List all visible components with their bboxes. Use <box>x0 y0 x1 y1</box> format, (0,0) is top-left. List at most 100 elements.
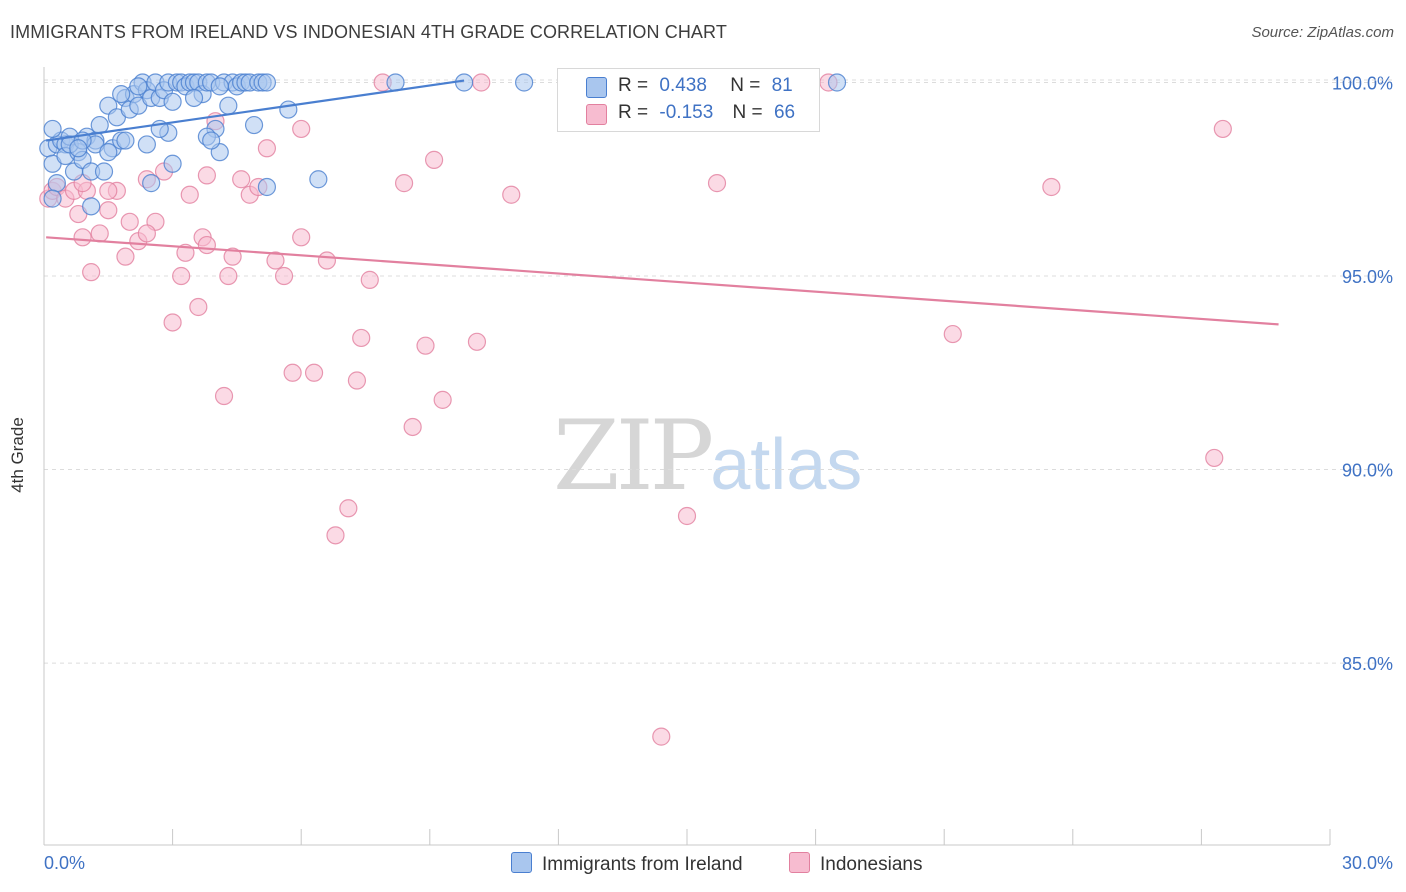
watermark-zip: ZIP <box>553 400 714 512</box>
indonesian-point <box>120 212 139 231</box>
legend-r-label: R = <box>618 75 649 96</box>
legend-r-value: 0.438 <box>659 75 707 96</box>
indonesian-point <box>172 266 191 286</box>
indonesian-point <box>339 499 358 518</box>
indonesian-point <box>304 363 324 382</box>
indonesian-point <box>197 235 216 255</box>
ireland-point <box>47 174 66 193</box>
bottom-legend-indonesians: Indonesians <box>789 852 922 876</box>
indonesian-point <box>352 328 371 348</box>
indonesian-point <box>467 332 487 351</box>
indonesian-point <box>1205 448 1224 468</box>
ireland-point <box>163 154 182 173</box>
indonesian-point <box>326 526 345 545</box>
y-tick-label: 85.0% <box>1342 654 1393 674</box>
indonesian-point <box>1042 177 1061 197</box>
x-tick-label-max: 30.0% <box>1342 853 1393 873</box>
indonesian-point <box>223 247 242 266</box>
legend-r-value: -0.153 <box>659 102 714 123</box>
source-label: Source: ZipAtlas.com <box>1251 24 1394 41</box>
indonesian-point <box>90 224 109 243</box>
ireland-point <box>94 162 114 181</box>
indonesian-point <box>292 228 311 247</box>
ireland-point <box>43 119 62 139</box>
indonesian-point <box>360 270 379 289</box>
legend-swatch-indonesians <box>586 104 607 125</box>
watermark: ZIPatlas <box>553 400 862 512</box>
indonesian-point <box>943 324 962 344</box>
ireland-point <box>129 77 148 96</box>
indonesian-point <box>82 263 101 282</box>
indonesian-point <box>232 170 251 189</box>
ireland-point <box>515 73 534 92</box>
indonesian-point <box>403 417 422 437</box>
indonesian-point <box>163 313 182 332</box>
indonesian-point <box>189 297 208 317</box>
ireland-point <box>116 131 135 150</box>
bottom-legend-swatch-indonesians <box>789 852 810 873</box>
bottom-legend-label-ireland: Immigrants from Ireland <box>542 854 743 875</box>
indonesian-point <box>424 150 444 169</box>
indonesian-point <box>116 247 135 266</box>
indonesian-point <box>472 73 491 92</box>
legend-n-value: 66 <box>773 102 796 123</box>
indonesian-point <box>707 174 727 193</box>
indonesian-point <box>266 251 285 270</box>
indonesian-point <box>1213 119 1232 139</box>
ireland-point <box>219 96 238 115</box>
ireland-point <box>202 131 221 150</box>
legend-swatch-ireland <box>586 77 607 98</box>
ireland-point <box>82 197 101 216</box>
indonesian-point <box>652 727 671 746</box>
legend-n-value: 81 <box>771 75 793 96</box>
indonesian-point <box>347 371 367 390</box>
ireland-point <box>210 77 229 96</box>
bottom-legend-swatch-ireland <box>511 852 532 873</box>
ireland-point <box>257 73 277 92</box>
indonesian-trendline <box>46 236 1279 326</box>
ireland-point <box>112 84 131 104</box>
indonesian-point <box>99 181 118 200</box>
ireland-point <box>184 88 204 108</box>
bottom-legend-ireland: Immigrants from Ireland <box>511 852 743 876</box>
ireland-point <box>69 139 88 158</box>
ireland-point <box>279 100 298 119</box>
legend-n-label: N = <box>732 102 763 123</box>
ireland-point <box>43 189 62 208</box>
indonesian-point <box>317 251 337 270</box>
ireland-point <box>309 170 328 189</box>
indonesian-point <box>257 139 277 158</box>
y-tick-label: 95.0% <box>1342 267 1393 287</box>
indonesian-point <box>214 386 234 406</box>
legend-row-ireland: R = 0.438 N = 81 <box>618 75 793 97</box>
ireland-point <box>142 174 161 193</box>
ireland-point <box>137 135 156 154</box>
ireland-point <box>163 92 182 111</box>
correlation-legend: R = 0.438 N = 81 R = -0.153 N = 66 <box>557 68 820 132</box>
y-tick-label: 90.0% <box>1342 461 1393 481</box>
indonesian-point <box>197 166 216 185</box>
chart-title: IMMIGRANTS FROM IRELAND VS INDONESIAN 4T… <box>10 22 727 42</box>
indonesian-point <box>137 224 156 243</box>
indonesian-point <box>394 174 414 193</box>
legend-r-label: R = <box>618 102 649 123</box>
watermark-atlas: atlas <box>710 425 863 505</box>
indonesian-point <box>433 390 452 409</box>
indonesian-point <box>416 336 435 355</box>
x-tick-label-min: 0.0% <box>44 853 85 873</box>
indonesian-point <box>219 266 238 286</box>
ireland-point <box>244 115 264 135</box>
ireland-point <box>827 73 847 92</box>
y-tick-label: 100.0% <box>1332 73 1393 93</box>
ireland-point <box>99 143 118 162</box>
ireland-trendline <box>45 79 465 142</box>
indonesian-point <box>283 363 302 382</box>
ireland-point <box>257 177 277 197</box>
indonesian-point <box>274 266 294 286</box>
indonesian-point <box>502 185 521 204</box>
indonesian-point <box>180 185 199 204</box>
bottom-legend-label-indonesians: Indonesians <box>820 854 923 875</box>
legend-n-label: N = <box>730 75 761 96</box>
indonesian-point <box>292 119 311 139</box>
